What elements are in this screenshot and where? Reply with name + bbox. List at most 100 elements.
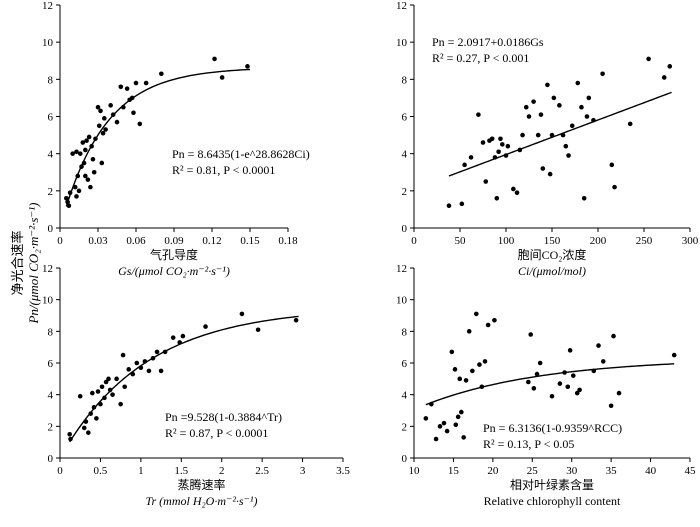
y-tick-label: 8 [48,74,54,86]
y-axis-shared-label: 净光合速率 Pn/(μmol CO₂·m⁻²·s⁻¹) [10,202,41,324]
data-point [452,367,458,372]
y-tick-label: 6 [48,112,54,124]
data-point [479,384,485,390]
data-point [535,132,541,138]
data-point [567,348,573,353]
annotation-stats: R² = 0.87, P < 0.0001 [165,426,268,440]
data-point [110,392,115,397]
data-point [102,116,107,121]
x-tick-label: 0.09 [164,235,184,247]
annotation-equation: Pn = 2.0917+0.0186Gs [432,35,544,49]
data-point [137,121,143,127]
data-point [110,112,116,117]
data-point [107,387,113,393]
data-point [138,365,144,371]
y-tick-label: 4 [48,149,54,161]
data-point [98,108,103,114]
fit-curve [65,68,251,207]
data-point [66,203,72,208]
data-point [83,419,89,424]
data-point [75,173,81,179]
x-tick-label: 200 [590,235,607,247]
x-tick-label: 0 [57,465,63,477]
data-point [551,95,557,101]
data-point [596,343,601,348]
data-point [531,99,536,104]
x-tick-label: 100 [498,235,515,247]
data-point [611,333,616,339]
data-point [505,143,511,149]
data-point [496,149,501,155]
data-point [462,162,467,168]
y-tick-label: 10 [396,295,408,307]
y-tick-label: 2 [402,421,408,433]
panel-1: 0 2 4 6 8 10 12 0 0.03 0.06 0.09 0.12 0.15 0.18 气孔导度 Gs… [42,0,310,278]
data-point [646,56,651,62]
y-tick-label: 8 [48,326,54,338]
y-tick-label: 2 [48,186,54,198]
data-point [90,390,95,396]
data-point [566,153,571,158]
data-point [466,329,472,334]
x-tick-label: 10 [409,465,421,477]
data-point [480,140,486,145]
data-point [514,190,520,195]
data-point [492,155,498,160]
data-point [581,195,587,201]
x-label-line2: Ci/(μmol/mol) [518,264,586,278]
data-point [482,359,488,364]
data-point [293,317,299,323]
data-point [616,390,622,396]
data-point [526,114,532,119]
y-tick-label: 4 [48,390,54,402]
data-point [142,359,148,364]
y-tick-label: 4 [402,390,408,402]
x-tick-label: 250 [636,235,653,247]
data-point [489,136,495,142]
data-point [64,195,69,201]
data-point [591,117,596,123]
annotation-stats: R² = 0.81, P < 0.0001 [172,163,275,177]
x-tick-label: 300 [682,235,699,247]
data-point [74,194,79,199]
data-point [146,368,152,374]
data-point [90,156,96,162]
panel-3: 0 2 4 6 8 10 12 0 0.5 1 1.5 2 2.5 3 3.5 蒸腾速率 Tr (mmol H₂… [42,263,350,508]
data-point [455,414,461,420]
data-point [162,349,168,355]
data-point [538,112,544,117]
data-point [574,390,580,396]
data-point [463,378,469,383]
data-point [577,387,582,393]
data-point [94,416,99,421]
data-point [457,376,463,382]
data-point [96,123,102,129]
data-point [474,311,479,317]
data-point [433,436,439,442]
data-point [129,95,135,101]
data-point [212,56,217,62]
x-tick-label: 0.06 [126,235,146,247]
annotation-stats: R² = 0.27, P < 0.001 [432,51,529,65]
data-point [627,121,633,127]
data-point [511,186,516,192]
data-point [549,132,555,138]
y-tick-label: 12 [396,263,407,275]
annotation-stats: R² = 0.13, P < 0.05 [483,437,574,451]
y-tick-label: 0 [48,453,54,465]
y-tick-label: 8 [402,74,408,86]
data-point [575,80,581,86]
data-point [600,71,605,77]
x-label-line1: 相对叶绿素含量 [510,477,594,492]
data-point [91,169,97,175]
y-tick-label: 2 [402,186,408,198]
data-point [72,184,78,190]
data-point [86,134,92,140]
data-point [547,171,553,177]
data-point [103,127,108,132]
data-point [170,335,176,340]
y-tick-label: 0 [402,223,408,235]
data-point [549,393,555,399]
fit-curve [425,363,675,406]
